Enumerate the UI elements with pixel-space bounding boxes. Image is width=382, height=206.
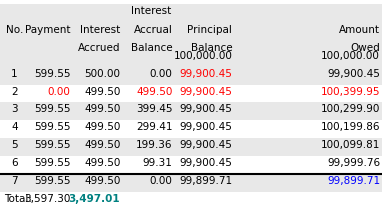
Text: 99,900.45: 99,900.45 [327, 69, 380, 79]
Text: 6: 6 [11, 158, 18, 168]
Text: 499.50: 499.50 [84, 122, 120, 132]
Text: 299.41: 299.41 [136, 122, 173, 132]
Bar [0, 67, 382, 85]
Text: 599.55: 599.55 [34, 140, 71, 150]
Text: Interest: Interest [131, 6, 172, 16]
Text: 599.55: 599.55 [34, 122, 71, 132]
Text: 3,497.01: 3,497.01 [69, 194, 120, 204]
Text: 99.31: 99.31 [143, 158, 173, 168]
Bar [0, 174, 382, 192]
Text: 599.55: 599.55 [34, 104, 71, 115]
Text: 599.55: 599.55 [34, 69, 71, 79]
Text: Total:: Total: [4, 194, 32, 204]
Text: 499.50: 499.50 [84, 104, 120, 115]
Text: 0.00: 0.00 [150, 69, 173, 79]
Text: 99,900.45: 99,900.45 [180, 122, 232, 132]
Text: 499.50: 499.50 [84, 140, 120, 150]
Text: 499.50: 499.50 [84, 158, 120, 168]
Text: Accrued: Accrued [78, 43, 120, 53]
Text: 100,199.86: 100,199.86 [320, 122, 380, 132]
Text: 3: 3 [11, 104, 18, 115]
Text: 100,299.90: 100,299.90 [321, 104, 380, 115]
Text: 99,900.45: 99,900.45 [180, 69, 232, 79]
Text: 3,597.30: 3,597.30 [24, 194, 71, 204]
Text: 4: 4 [11, 122, 18, 132]
Bar [0, 49, 382, 67]
Text: 99,899.71: 99,899.71 [327, 176, 380, 186]
Bar [0, 120, 382, 138]
Text: 99,900.45: 99,900.45 [180, 104, 232, 115]
Text: 399.45: 399.45 [136, 104, 173, 115]
Text: Amount: Amount [339, 25, 380, 35]
Text: 99,900.45: 99,900.45 [180, 140, 232, 150]
Text: Principal: Principal [188, 25, 232, 35]
Bar [0, 102, 382, 120]
Text: Accrual: Accrual [134, 25, 173, 35]
Bar [0, 156, 382, 174]
Bar [0, 138, 382, 156]
Text: Payment: Payment [25, 25, 71, 35]
Bar [0, 85, 382, 102]
Text: 499.50: 499.50 [84, 87, 120, 97]
Bar [0, 4, 382, 49]
Text: Owed: Owed [350, 43, 380, 53]
Text: 99,899.71: 99,899.71 [179, 176, 232, 186]
Text: 500.00: 500.00 [84, 69, 120, 79]
Text: 199.36: 199.36 [136, 140, 173, 150]
Text: 599.55: 599.55 [34, 176, 71, 186]
Text: No.: No. [6, 25, 23, 35]
Text: 499.50: 499.50 [136, 87, 173, 97]
Text: 499.50: 499.50 [84, 176, 120, 186]
Text: 99,999.76: 99,999.76 [327, 158, 380, 168]
Text: 99,900.45: 99,900.45 [180, 87, 232, 97]
Text: 100,399.95: 100,399.95 [320, 87, 380, 97]
Text: 100,099.81: 100,099.81 [321, 140, 380, 150]
Text: 100,000.00: 100,000.00 [321, 51, 380, 61]
Text: 5: 5 [11, 140, 18, 150]
Text: 7: 7 [11, 176, 18, 186]
Text: 0.00: 0.00 [48, 87, 71, 97]
Text: Balance: Balance [191, 43, 232, 53]
Text: 99,900.45: 99,900.45 [180, 158, 232, 168]
Text: Balance: Balance [131, 43, 173, 53]
Text: 2: 2 [11, 87, 18, 97]
Text: Interest: Interest [80, 25, 120, 35]
Text: 599.55: 599.55 [34, 158, 71, 168]
Text: 0.00: 0.00 [150, 176, 173, 186]
Text: 1: 1 [11, 69, 18, 79]
Text: 100,000.00: 100,000.00 [173, 51, 232, 61]
